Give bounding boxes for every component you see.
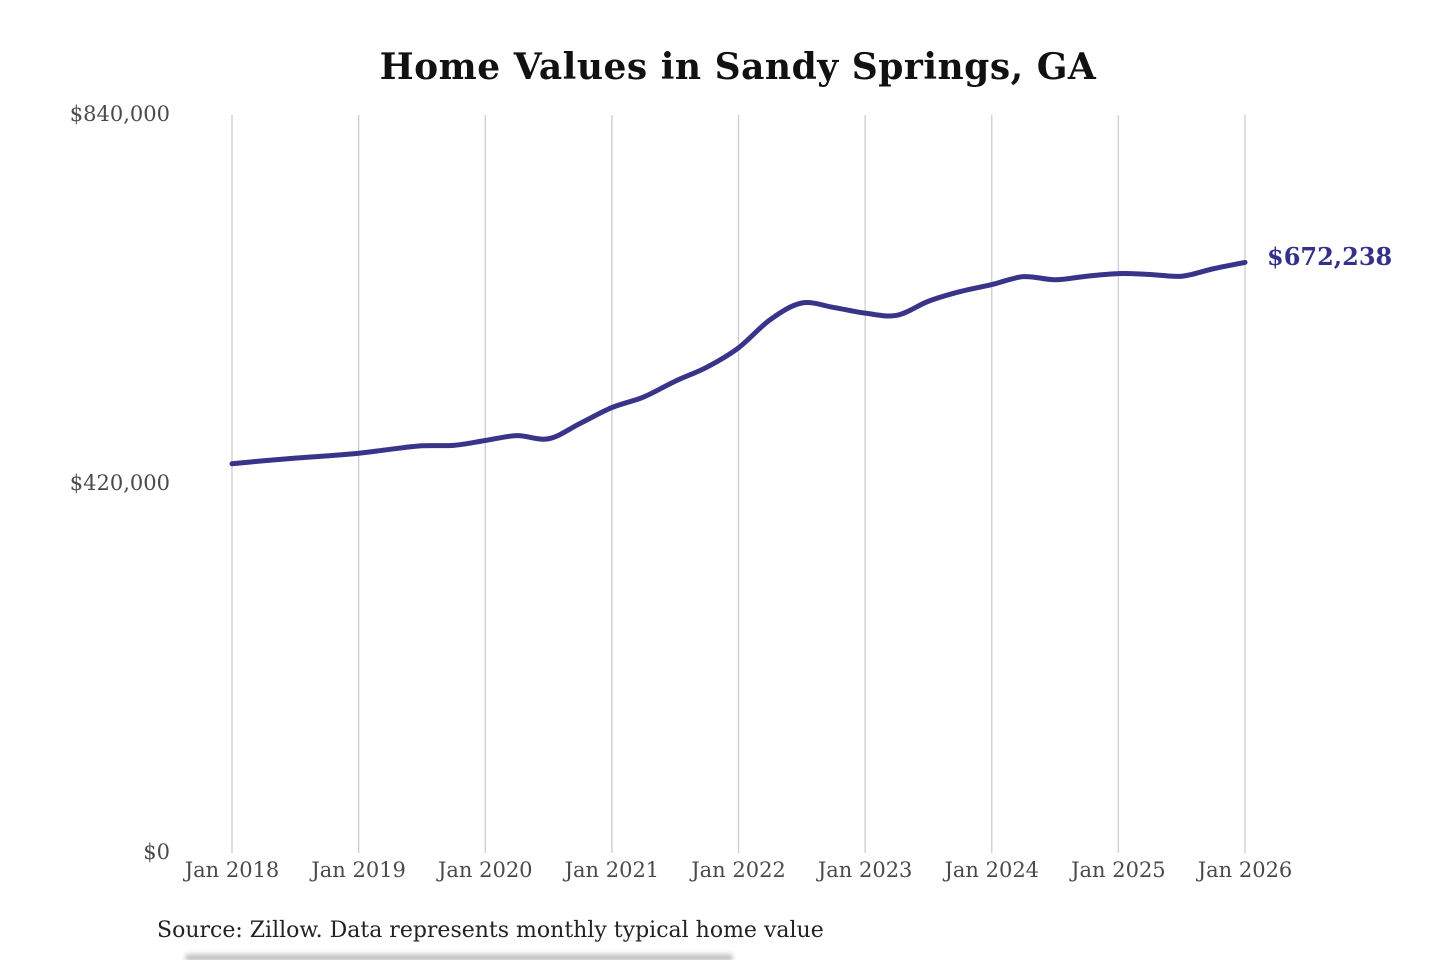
x-tick-label: Jan 2020 <box>437 858 533 882</box>
cropped-text-artifact <box>185 954 733 960</box>
y-tick-label: $840,000 <box>69 102 170 126</box>
x-tick-label: Jan 2026 <box>1197 858 1293 882</box>
x-tick-label: Jan 2018 <box>184 858 280 882</box>
y-tick-label: $420,000 <box>69 471 170 495</box>
chart-title: Home Values in Sandy Springs, GA <box>379 46 1097 88</box>
x-tick-label: Jan 2023 <box>817 858 913 882</box>
x-tick-label: Jan 2022 <box>691 858 786 882</box>
source-attribution: Source: Zillow. Data represents monthly … <box>157 918 824 943</box>
vertical-gridlines <box>231 115 1246 853</box>
x-tick-label: Jan 2021 <box>564 858 660 882</box>
x-tick-label: Jan 2025 <box>1071 858 1166 882</box>
x-tick-label: Jan 2024 <box>944 858 1040 882</box>
home-value-line-series <box>229 259 1248 467</box>
x-tick-label: Jan 2019 <box>311 858 406 882</box>
latest-value-annotation: $672,238 <box>1267 242 1393 272</box>
y-tick-label: $0 <box>143 840 170 864</box>
